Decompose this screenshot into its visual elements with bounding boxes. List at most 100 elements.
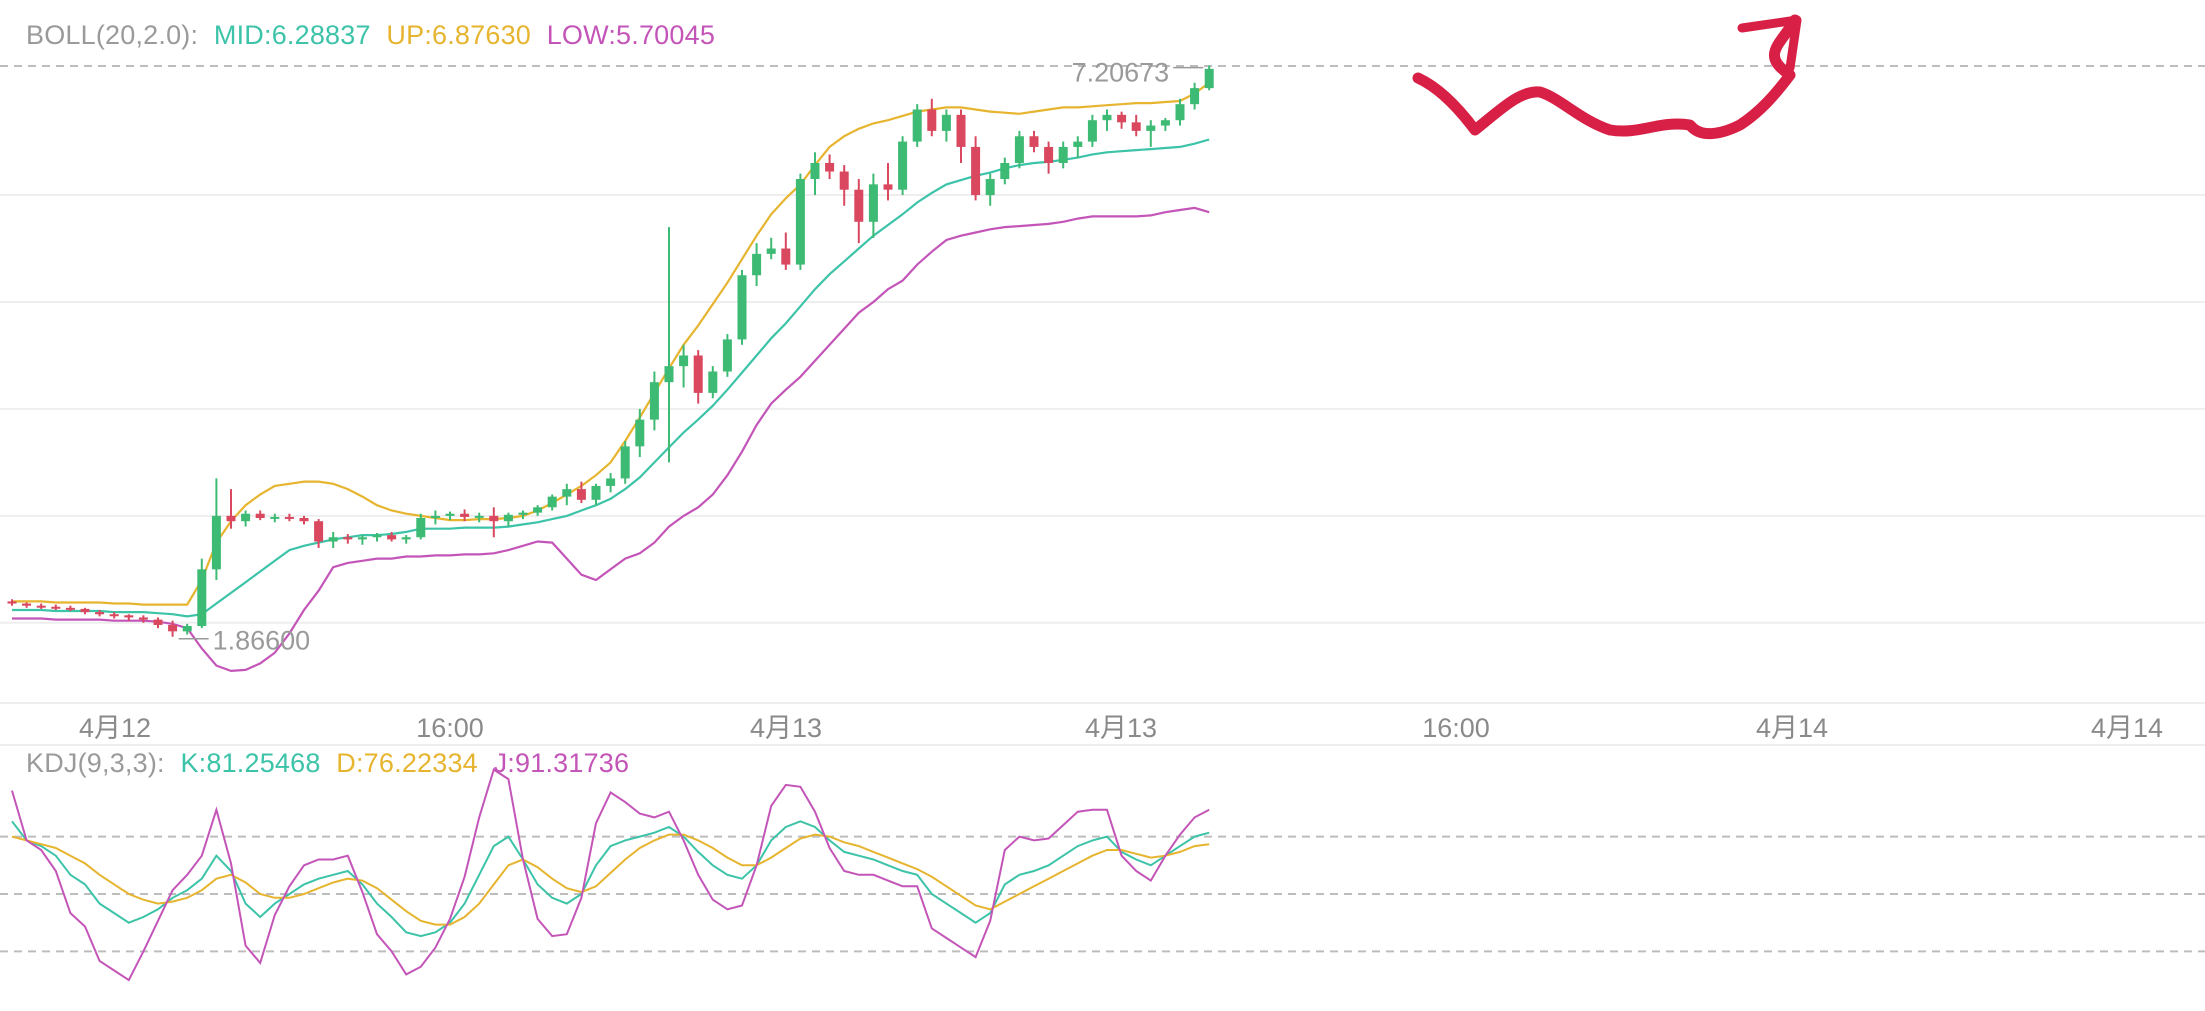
x-axis-layer: 4月12 16:00 4月13 4月13 16:00 4月14 4月14 bbox=[79, 713, 2163, 743]
hand-drawn-squiggle bbox=[1412, 14, 1801, 140]
candle-body bbox=[7, 601, 17, 604]
candle-body bbox=[781, 248, 791, 265]
candle-body bbox=[328, 537, 338, 542]
candle bbox=[460, 509, 470, 522]
candle bbox=[1000, 157, 1010, 185]
candle-body bbox=[430, 515, 440, 519]
candle-body bbox=[1044, 146, 1054, 163]
candle bbox=[80, 607, 90, 615]
candle-body bbox=[109, 614, 119, 617]
candle-body bbox=[971, 146, 981, 196]
candle bbox=[912, 104, 922, 147]
candle-body bbox=[518, 512, 528, 515]
candle-body bbox=[387, 535, 397, 540]
candle bbox=[562, 483, 572, 506]
candle-body bbox=[985, 179, 995, 196]
candle bbox=[401, 535, 411, 544]
candle bbox=[868, 173, 878, 238]
x-tick-label: 4月14 bbox=[2091, 713, 2163, 743]
candle bbox=[284, 513, 294, 522]
candle-body bbox=[460, 513, 470, 517]
candle-body bbox=[270, 516, 280, 519]
candle-body bbox=[795, 179, 805, 265]
candle bbox=[1014, 130, 1024, 169]
candle bbox=[547, 494, 557, 511]
candle-body bbox=[927, 109, 937, 131]
kdj-legend: KDJ(9,3,3): K:81.25468 D:76.22334 J:91.3… bbox=[26, 748, 637, 779]
candle bbox=[766, 237, 776, 260]
candle-body bbox=[343, 537, 353, 540]
candle bbox=[416, 513, 426, 540]
boll-bands-layer bbox=[12, 81, 1210, 673]
kdj-k-line bbox=[11, 820, 1210, 938]
candle bbox=[109, 612, 119, 619]
candle bbox=[314, 519, 324, 548]
candle bbox=[182, 623, 192, 635]
candle bbox=[898, 136, 908, 196]
x-tick-label: 4月14 bbox=[1756, 713, 1828, 743]
candle bbox=[36, 603, 46, 609]
candle-body bbox=[635, 419, 645, 447]
x-tick-label: 4月13 bbox=[1085, 713, 1157, 743]
candle-body bbox=[620, 446, 630, 479]
candle-body bbox=[299, 518, 309, 522]
candle bbox=[781, 232, 791, 270]
candle-body bbox=[1190, 88, 1200, 105]
candle bbox=[51, 604, 61, 610]
candle-body bbox=[1102, 114, 1112, 121]
candle bbox=[22, 602, 32, 608]
candle-body bbox=[664, 366, 674, 383]
candle-body bbox=[1146, 125, 1156, 131]
candle-body bbox=[1073, 141, 1083, 147]
candle bbox=[241, 510, 251, 527]
candle-body bbox=[941, 114, 951, 131]
candle-body bbox=[51, 606, 61, 609]
candle-body bbox=[124, 615, 134, 618]
candle-body bbox=[576, 489, 586, 500]
candle-body bbox=[649, 382, 659, 420]
candle bbox=[1160, 118, 1170, 131]
candle bbox=[255, 510, 265, 521]
candle-body bbox=[883, 184, 893, 190]
candle bbox=[328, 531, 338, 548]
candle bbox=[489, 507, 499, 538]
candle bbox=[606, 473, 616, 493]
candle bbox=[7, 599, 17, 606]
candle-body bbox=[839, 171, 849, 190]
x-tick-label: 16:00 bbox=[416, 713, 484, 743]
candle bbox=[1117, 111, 1127, 129]
candle bbox=[95, 609, 105, 617]
candle bbox=[664, 227, 674, 463]
candle-body bbox=[372, 535, 382, 538]
candle bbox=[649, 371, 659, 431]
candle bbox=[708, 366, 718, 399]
candle bbox=[693, 350, 703, 404]
candle-body bbox=[898, 141, 908, 190]
candle-body bbox=[138, 617, 148, 620]
candle-body bbox=[766, 248, 776, 254]
candle-body bbox=[182, 626, 192, 632]
candle bbox=[226, 489, 236, 529]
candle-body bbox=[1058, 146, 1068, 163]
grid-layer bbox=[0, 65, 2205, 746]
candle-body bbox=[489, 515, 499, 522]
boll-up-line bbox=[12, 81, 1210, 606]
candle bbox=[941, 109, 951, 142]
candle-body bbox=[241, 513, 251, 522]
candle bbox=[737, 269, 747, 345]
candle-body bbox=[1000, 162, 1010, 180]
candle-body bbox=[1087, 120, 1097, 142]
candle-body bbox=[197, 569, 207, 627]
candle bbox=[168, 620, 178, 637]
candle-body bbox=[22, 603, 32, 606]
candle-body bbox=[825, 162, 835, 172]
candle bbox=[722, 334, 732, 377]
candle-body bbox=[168, 624, 178, 632]
candle-body bbox=[912, 109, 922, 142]
candle-body bbox=[474, 515, 484, 518]
candle-body bbox=[211, 515, 221, 570]
markers-layer: 7.20673 1.86600 bbox=[178, 58, 1204, 656]
candle bbox=[635, 408, 645, 458]
candle-body bbox=[445, 513, 455, 516]
